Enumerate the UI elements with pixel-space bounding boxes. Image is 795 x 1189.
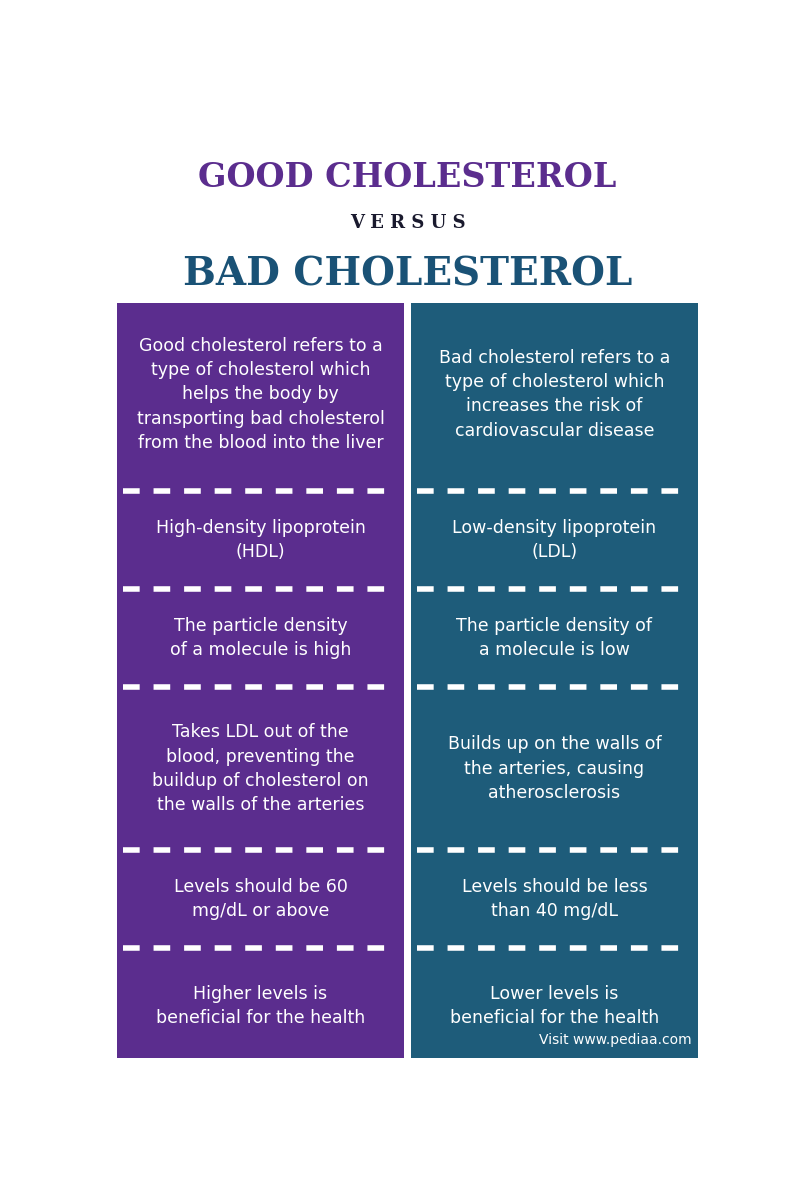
FancyBboxPatch shape <box>410 584 698 594</box>
Text: Builds up on the walls of
the arteries, causing
atherosclerosis: Builds up on the walls of the arteries, … <box>448 736 661 803</box>
Text: Levels should be less
than 40 mg/dL: Levels should be less than 40 mg/dL <box>462 879 647 920</box>
Text: The particle density of
a molecule is low: The particle density of a molecule is lo… <box>456 617 653 659</box>
FancyBboxPatch shape <box>410 856 698 943</box>
FancyBboxPatch shape <box>117 303 405 485</box>
FancyBboxPatch shape <box>117 943 405 954</box>
Text: Levels should be 60
mg/dL or above: Levels should be 60 mg/dL or above <box>173 879 347 920</box>
FancyBboxPatch shape <box>410 485 698 497</box>
FancyBboxPatch shape <box>410 497 698 584</box>
FancyBboxPatch shape <box>117 954 405 1058</box>
Text: Good cholesterol refers to a
type of cholesterol which
helps the body by
transpo: Good cholesterol refers to a type of cho… <box>137 336 385 452</box>
FancyBboxPatch shape <box>117 692 405 845</box>
FancyBboxPatch shape <box>410 954 698 1058</box>
Text: Visit www.pediaa.com: Visit www.pediaa.com <box>540 1033 692 1048</box>
Text: Low-density lipoprotein
(LDL): Low-density lipoprotein (LDL) <box>452 518 657 561</box>
FancyBboxPatch shape <box>410 681 698 692</box>
Text: Takes LDL out of the
blood, preventing the
buildup of cholesterol on
the walls o: Takes LDL out of the blood, preventing t… <box>152 723 369 814</box>
Text: The particle density
of a molecule is high: The particle density of a molecule is hi… <box>170 617 351 659</box>
FancyBboxPatch shape <box>410 943 698 954</box>
FancyBboxPatch shape <box>410 594 698 681</box>
FancyBboxPatch shape <box>117 584 405 594</box>
FancyBboxPatch shape <box>410 845 698 856</box>
FancyBboxPatch shape <box>117 485 405 497</box>
FancyBboxPatch shape <box>117 845 405 856</box>
Text: Lower levels is
beneficial for the health: Lower levels is beneficial for the healt… <box>450 984 659 1027</box>
Text: GOOD CHOLESTEROL: GOOD CHOLESTEROL <box>198 162 617 195</box>
Text: Higher levels is
beneficial for the health: Higher levels is beneficial for the heal… <box>156 984 365 1027</box>
Text: Bad cholesterol refers to a
type of cholesterol which
increases the risk of
card: Bad cholesterol refers to a type of chol… <box>439 348 670 440</box>
Text: High-density lipoprotein
(HDL): High-density lipoprotein (HDL) <box>156 518 366 561</box>
Text: V E R S U S: V E R S U S <box>350 214 465 232</box>
FancyBboxPatch shape <box>117 856 405 943</box>
FancyBboxPatch shape <box>117 497 405 584</box>
FancyBboxPatch shape <box>117 681 405 692</box>
FancyBboxPatch shape <box>410 692 698 845</box>
Text: BAD CHOLESTEROL: BAD CHOLESTEROL <box>183 256 632 292</box>
FancyBboxPatch shape <box>117 594 405 681</box>
FancyBboxPatch shape <box>410 303 698 485</box>
